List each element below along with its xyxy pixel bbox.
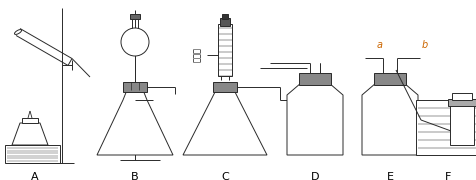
Bar	[123, 82, 147, 92]
Bar	[219, 18, 229, 26]
Polygon shape	[361, 83, 417, 155]
Bar	[130, 14, 140, 19]
Text: E: E	[386, 172, 393, 180]
Bar	[213, 82, 237, 92]
Text: b: b	[421, 40, 427, 50]
Text: C: C	[221, 172, 228, 180]
Bar	[373, 73, 405, 85]
Ellipse shape	[14, 30, 21, 34]
Circle shape	[121, 28, 149, 56]
Bar	[415, 100, 476, 155]
Polygon shape	[12, 123, 48, 145]
Bar	[451, 93, 471, 100]
Text: F: F	[444, 172, 450, 180]
Bar	[22, 118, 38, 123]
Bar	[221, 14, 228, 19]
Text: a: a	[376, 40, 382, 50]
Bar	[5, 145, 60, 163]
Polygon shape	[183, 90, 267, 155]
Polygon shape	[287, 83, 342, 155]
Bar	[298, 73, 330, 85]
Bar	[447, 99, 475, 106]
Bar	[449, 105, 473, 145]
Text: 注射器: 注射器	[192, 48, 201, 62]
Text: B: B	[131, 172, 139, 180]
Bar	[218, 24, 231, 76]
Text: A: A	[31, 172, 39, 180]
Polygon shape	[97, 90, 173, 155]
Text: D: D	[310, 172, 318, 180]
